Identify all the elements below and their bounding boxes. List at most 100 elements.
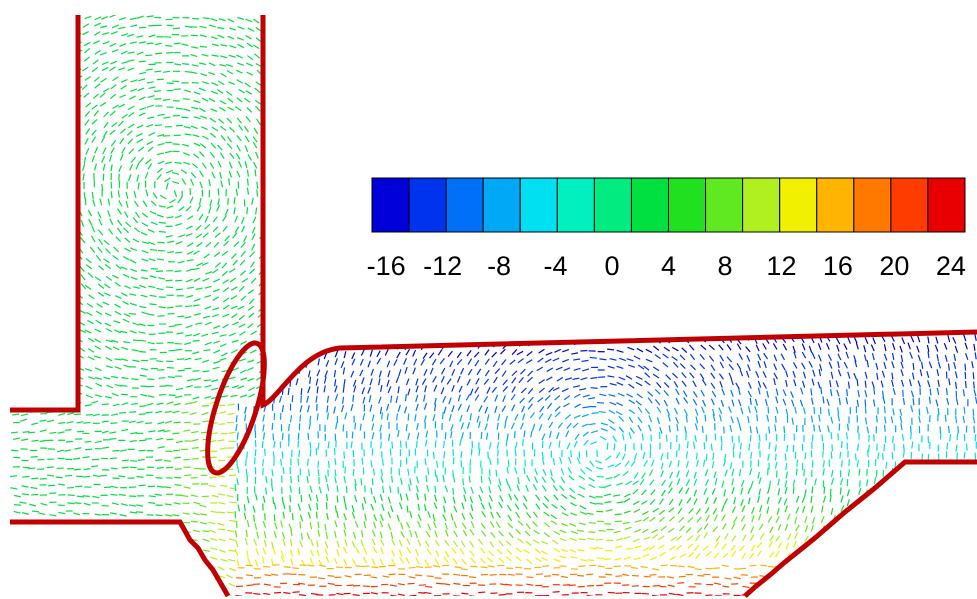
velocity-vector xyxy=(475,387,479,393)
velocity-vector xyxy=(287,91,292,96)
velocity-vector xyxy=(308,405,310,412)
velocity-vector xyxy=(770,61,776,64)
velocity-vector xyxy=(637,302,643,305)
velocity-vector xyxy=(93,414,100,416)
velocity-vector xyxy=(133,239,139,242)
velocity-vector xyxy=(331,116,337,120)
velocity-vector xyxy=(475,63,481,66)
velocity-vector xyxy=(294,61,299,65)
velocity-vector xyxy=(137,175,139,182)
velocity-vector xyxy=(154,71,161,72)
velocity-vector xyxy=(802,307,805,313)
velocity-vector xyxy=(122,378,129,379)
velocity-vector xyxy=(438,46,444,49)
velocity-vector xyxy=(376,134,381,139)
velocity-vector xyxy=(503,380,508,385)
velocity-vector xyxy=(218,188,219,195)
velocity-vector xyxy=(834,129,839,134)
velocity-vector xyxy=(574,415,580,418)
velocity-vector xyxy=(430,307,434,312)
velocity-vector xyxy=(119,104,125,107)
velocity-vector xyxy=(280,288,283,294)
velocity-vector xyxy=(925,78,930,83)
velocity-vector xyxy=(392,18,398,21)
velocity-vector xyxy=(708,124,715,126)
velocity-vector xyxy=(793,371,795,378)
velocity-vector xyxy=(868,87,874,90)
velocity-vector xyxy=(758,381,760,388)
velocity-vector xyxy=(536,154,543,155)
velocity-vector xyxy=(512,378,516,384)
velocity-vector xyxy=(546,234,553,235)
velocity-vector xyxy=(247,43,253,47)
velocity-vector xyxy=(103,302,109,305)
velocity-vector xyxy=(157,422,164,424)
velocity-vector xyxy=(422,333,427,338)
velocity-vector xyxy=(517,144,524,146)
velocity-vector xyxy=(707,255,713,259)
velocity-vector xyxy=(109,229,113,235)
velocity-vector xyxy=(717,161,724,163)
velocity-vector xyxy=(265,79,271,83)
velocity-vector xyxy=(616,43,623,44)
velocity-vector xyxy=(93,94,98,99)
velocity-vector xyxy=(861,104,867,108)
velocity-vector xyxy=(663,363,668,368)
velocity-vector xyxy=(937,308,940,314)
velocity-vector xyxy=(139,306,146,307)
velocity-vector xyxy=(438,349,442,355)
velocity-vector xyxy=(619,287,626,288)
velocity-vector xyxy=(670,284,676,287)
velocity-vector xyxy=(12,94,15,100)
velocity-vector xyxy=(295,233,300,238)
velocity-vector xyxy=(818,114,824,118)
velocity-vector xyxy=(227,118,232,123)
velocity-vector xyxy=(26,236,28,243)
velocity-vector xyxy=(511,394,515,400)
velocity-vector xyxy=(718,125,724,128)
velocity-vector xyxy=(727,33,733,36)
velocity-vector xyxy=(691,284,697,287)
velocity-vector xyxy=(212,127,218,131)
velocity-vector xyxy=(748,364,751,370)
velocity-vector xyxy=(562,235,569,237)
velocity-vector xyxy=(288,388,289,395)
velocity-vector xyxy=(714,108,721,110)
velocity-vector xyxy=(606,107,613,108)
velocity-vector xyxy=(131,80,138,82)
velocity-vector xyxy=(772,329,776,335)
velocity-vector xyxy=(208,72,215,74)
velocity-vector xyxy=(330,19,336,22)
velocity-vector xyxy=(194,117,201,119)
velocity-vector xyxy=(863,282,867,288)
velocity-vector xyxy=(106,329,112,332)
velocity-vector xyxy=(881,122,886,127)
velocity-vector xyxy=(167,25,174,26)
velocity-vector xyxy=(473,43,480,45)
velocity-vector xyxy=(37,262,40,268)
velocity-vector xyxy=(57,76,62,81)
velocity-vector xyxy=(436,63,442,66)
velocity-vector xyxy=(325,297,329,303)
velocity-vector xyxy=(200,116,207,119)
velocity-vector xyxy=(464,253,470,256)
velocity-vector xyxy=(868,68,874,71)
velocity-vector xyxy=(317,386,318,393)
velocity-vector xyxy=(610,359,617,361)
velocity-vector xyxy=(84,48,89,53)
velocity-vector xyxy=(483,17,490,18)
velocity-vector xyxy=(509,90,516,92)
velocity-vector xyxy=(461,368,464,374)
velocity-vector xyxy=(397,281,401,287)
velocity-vector xyxy=(798,255,802,261)
velocity-vector xyxy=(874,400,875,407)
velocity-vector xyxy=(325,332,328,338)
velocity-vector xyxy=(137,125,143,128)
velocity-vector xyxy=(936,75,941,80)
velocity-vector xyxy=(762,281,766,287)
velocity-vector xyxy=(724,131,730,134)
velocity-vector xyxy=(672,89,679,90)
velocity-vector xyxy=(835,97,841,101)
velocity-vector xyxy=(65,209,66,216)
velocity-vector xyxy=(591,377,598,378)
